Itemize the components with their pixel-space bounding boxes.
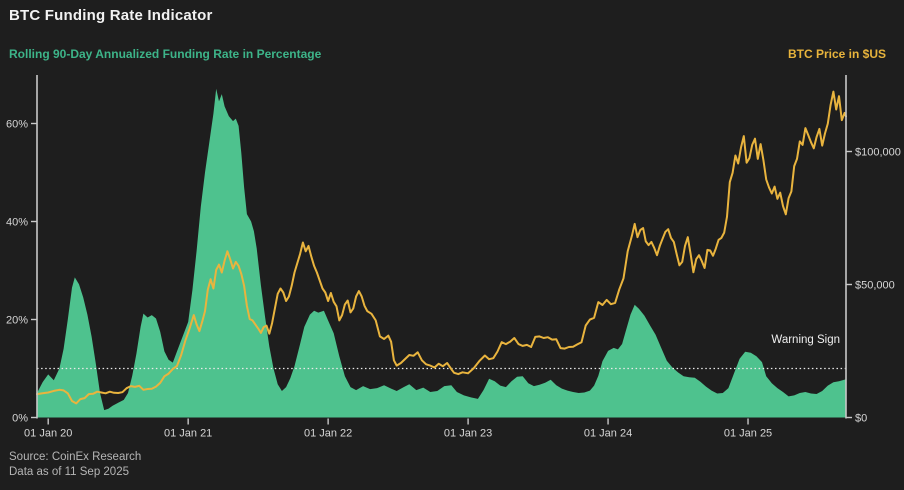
x-axis-tick-label: 01 Jan 22 (304, 428, 352, 440)
x-axis-tick-label: 01 Jan 20 (24, 428, 72, 440)
chart-footer: Source: CoinEx Research Data as of 11 Se… (9, 450, 141, 480)
page-title: BTC Funding Rate Indicator (9, 7, 213, 24)
right-axis-tick-label: $50,000 (855, 280, 895, 292)
as-of-line: Data as of 11 Sep 2025 (9, 466, 129, 478)
left-axis-tick-label: 0% (12, 413, 28, 425)
source-line: Source: CoinEx Research (9, 451, 142, 463)
price-line-series (36, 90, 847, 405)
x-axis-tick-label: 01 Jan 23 (444, 428, 492, 440)
left-axis-tick-label: 20% (6, 315, 28, 327)
left-axis-subtitle: Rolling 90-Day Annualized Funding Rate i… (9, 47, 322, 61)
warning-sign-annotation: Warning Sign (771, 334, 840, 346)
right-axis-subtitle: BTC Price in $US (787, 47, 886, 61)
x-axis-tick-label: 01 Jan 25 (724, 428, 772, 440)
x-axis-tick-label: 01 Jan 21 (164, 428, 212, 440)
x-axis-tick-label: 01 Jan 24 (584, 428, 632, 440)
funding-area-series (37, 88, 846, 418)
right-axis-tick-label: $0 (855, 413, 867, 425)
left-axis-tick-label: 60% (6, 119, 28, 131)
left-axis-tick-label: 40% (6, 217, 28, 229)
right-axis-tick-label: $100,000 (855, 147, 901, 159)
